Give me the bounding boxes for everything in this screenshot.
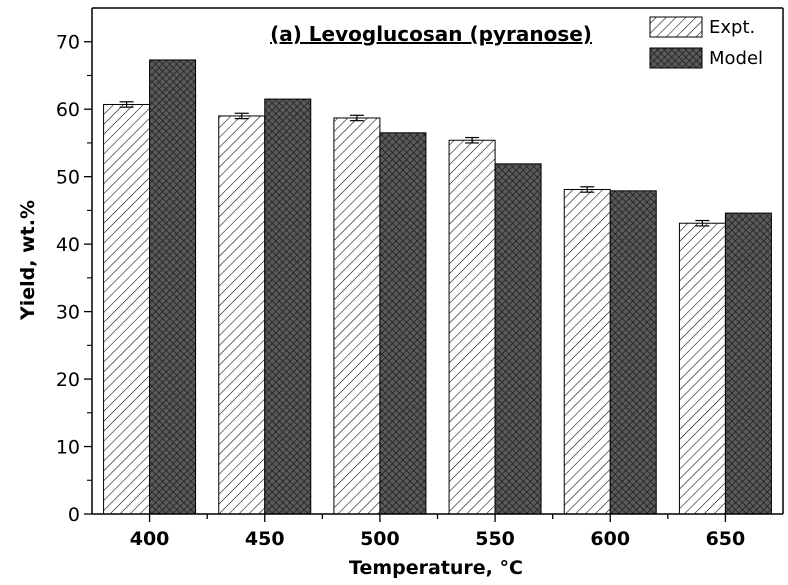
bar-expt-550 — [448, 139, 496, 515]
bar-model-650 — [724, 212, 772, 515]
x-tick-label-400: 400 — [130, 528, 170, 550]
y-tick-label-20: 20 — [56, 369, 80, 391]
y-axis-title: Yield, wt.% — [17, 200, 39, 321]
bar-model-400 — [149, 59, 197, 515]
x-tick-label-450: 450 — [245, 528, 285, 550]
x-tick-label-650: 650 — [706, 528, 746, 550]
legend: Expt. Model — [649, 16, 763, 69]
x-axis-title: Temperature, °C — [349, 557, 523, 579]
x-tick-label-500: 500 — [360, 528, 400, 550]
bar-model-550 — [494, 163, 542, 515]
bar-expt-450 — [218, 115, 266, 515]
error-bar-650 — [695, 219, 710, 227]
y-tick-label-60: 60 — [56, 99, 80, 121]
legend-swatch-model — [649, 47, 703, 69]
bars-layer — [103, 59, 772, 515]
x-tick-label-550: 550 — [475, 528, 515, 550]
bar-expt-650 — [678, 222, 726, 515]
legend-label-model: Model — [709, 48, 763, 69]
legend-swatch-expt — [649, 16, 703, 38]
bar-expt-600 — [563, 188, 611, 515]
bar-expt-400 — [103, 103, 151, 515]
ticks-layer: 400 450 500 550 600 650 0 10 20 30 40 50 60 70 — [56, 32, 745, 550]
y-tick-label-40: 40 — [56, 234, 80, 256]
y-tick-label-0: 0 — [68, 504, 80, 526]
y-tick-label-50: 50 — [56, 167, 80, 189]
error-bar-450 — [234, 112, 249, 120]
x-tick-label-600: 600 — [590, 528, 630, 550]
bar-model-500 — [379, 132, 427, 515]
bar-model-600 — [609, 190, 657, 515]
error-bar-600 — [580, 186, 595, 193]
y-tick-label-10: 10 — [56, 437, 80, 459]
legend-label-expt: Expt. — [709, 17, 755, 38]
bar-expt-500 — [333, 117, 381, 515]
chart-title: (a) Levoglucosan (pyranose) — [270, 22, 592, 46]
error-bar-550 — [465, 136, 480, 144]
error-bars-layer — [119, 101, 710, 227]
y-tick-label-30: 30 — [56, 302, 80, 324]
bar-model-450 — [264, 98, 312, 515]
y-tick-label-70: 70 — [56, 32, 80, 54]
error-bar-500 — [349, 114, 364, 122]
error-bar-400 — [119, 101, 134, 108]
